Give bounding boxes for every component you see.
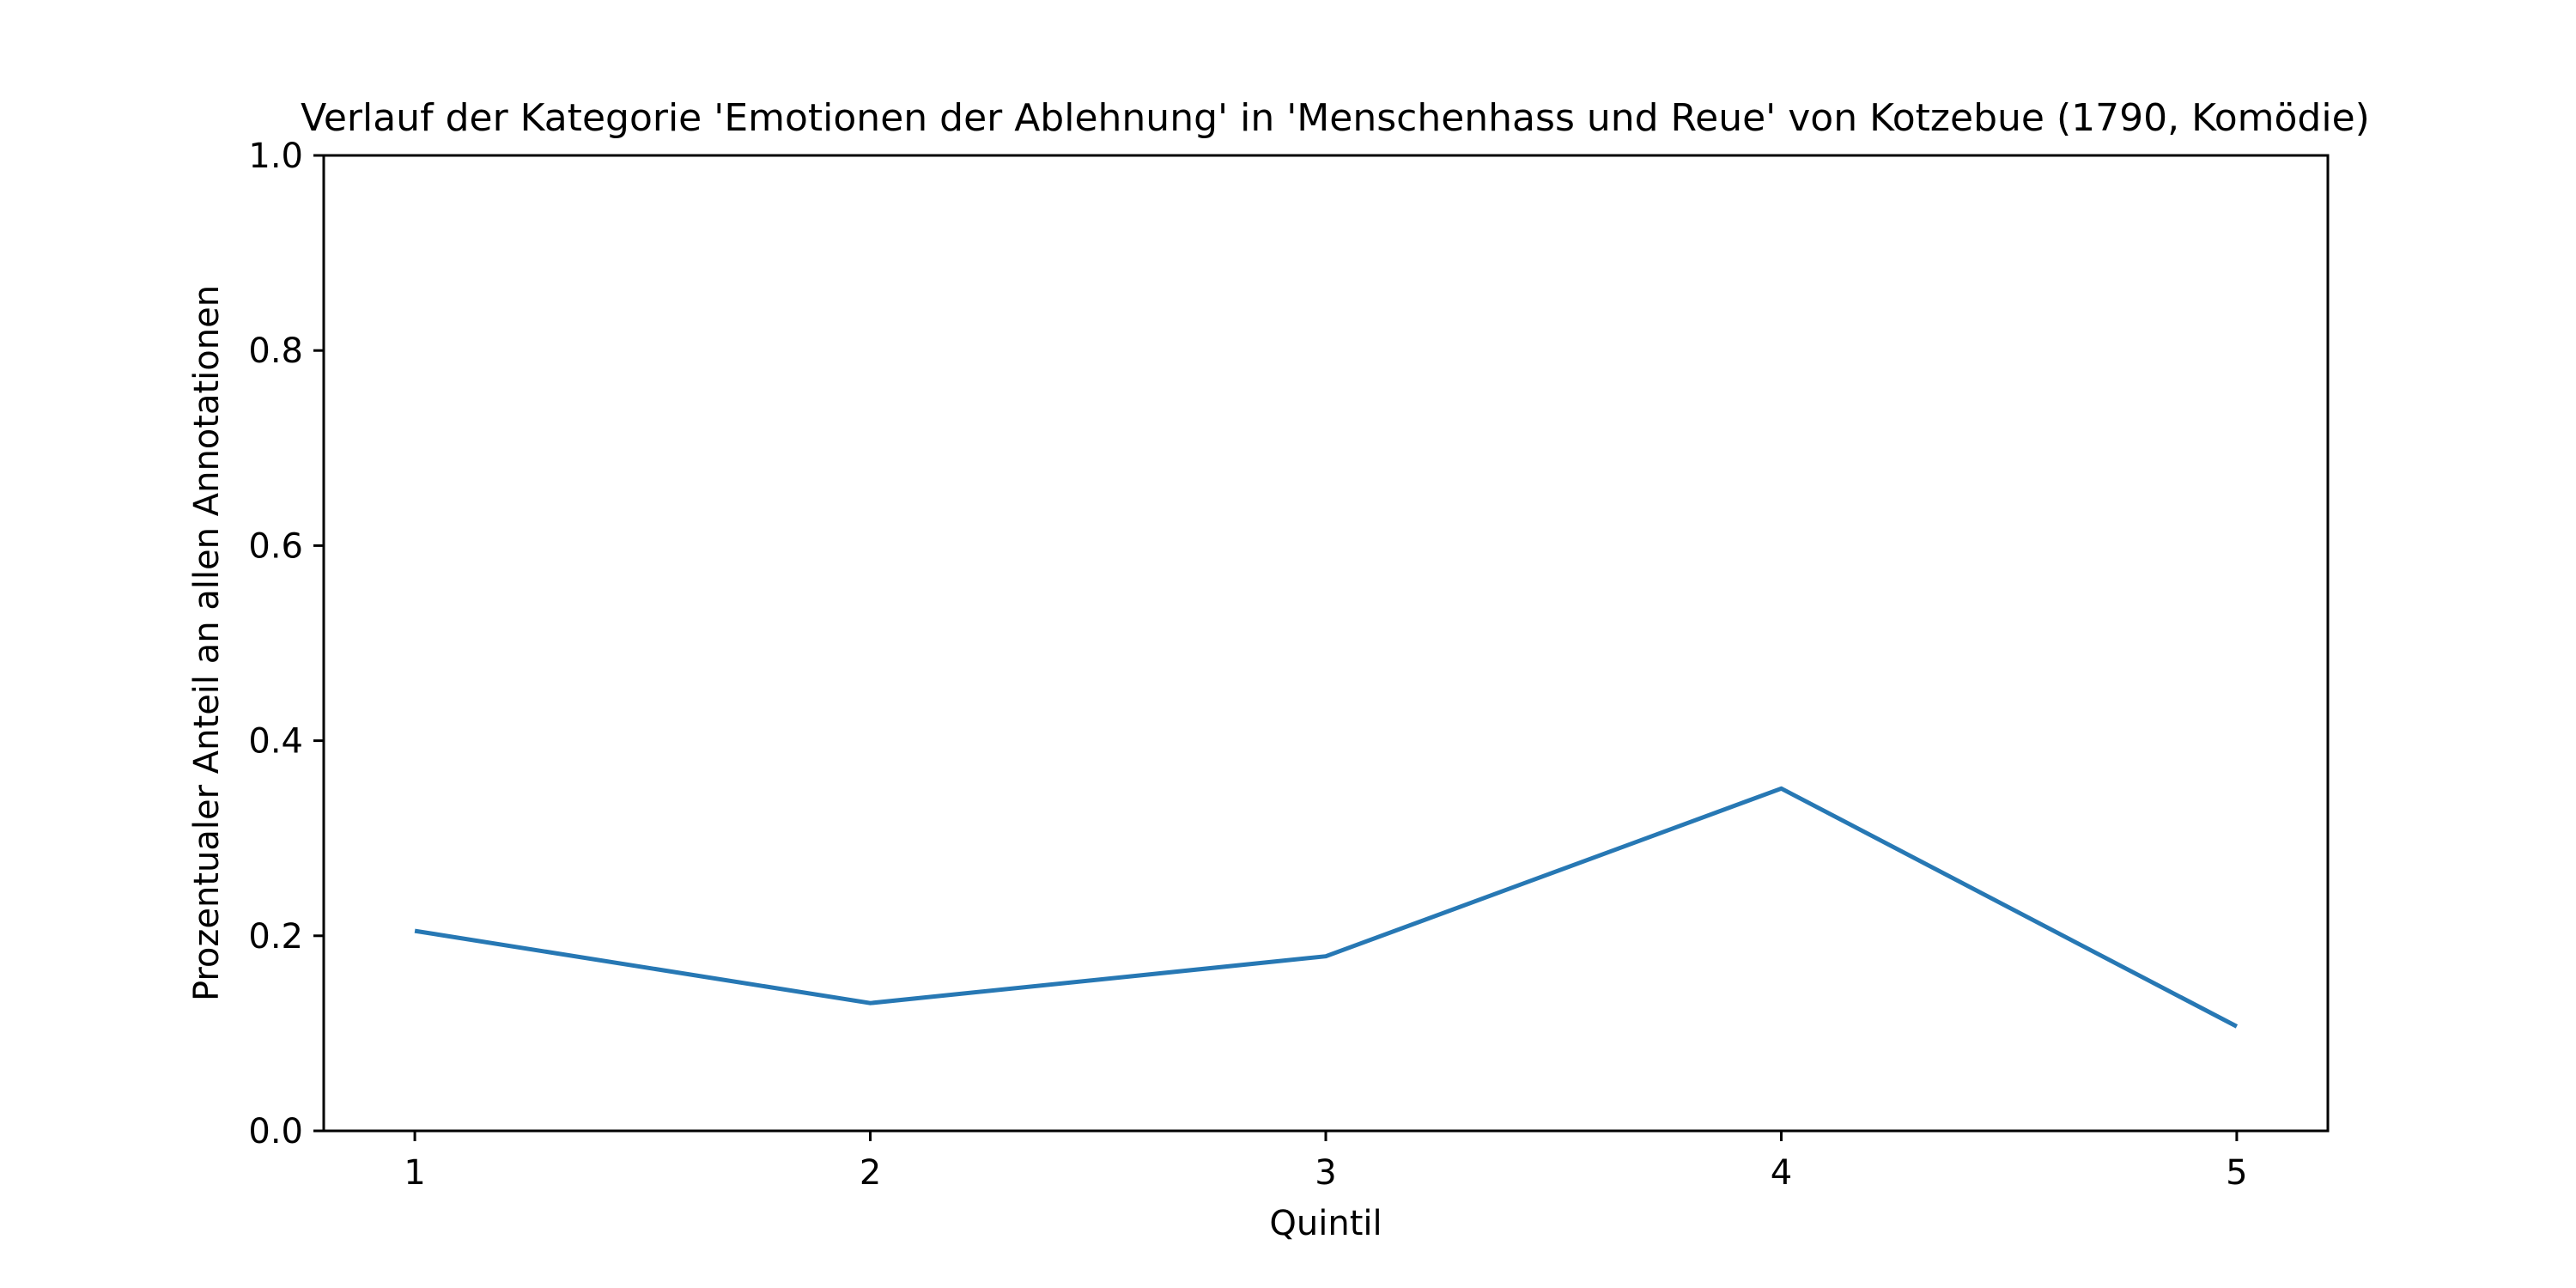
x-axis-ticks: 1 2 3 4 5 <box>404 1131 2248 1193</box>
x-tick-label: 1 <box>404 1153 425 1193</box>
chart-title: Verlauf der Kategorie 'Emotionen der Abl… <box>301 96 2370 140</box>
plot-frame <box>322 154 2330 1133</box>
x-tick-label: 5 <box>2226 1153 2247 1193</box>
y-tick-label: 0.4 <box>248 722 303 762</box>
y-tick-label: 0.2 <box>248 917 303 957</box>
x-axis-label: Quintil <box>1269 1204 1382 1243</box>
y-tick-label: 0.0 <box>248 1112 303 1151</box>
plot-area <box>322 154 2330 1133</box>
x-tick-label: 2 <box>860 1153 881 1193</box>
series-line <box>414 786 2239 1029</box>
series-layer <box>414 786 2239 1029</box>
y-tick-label: 1.0 <box>248 137 303 176</box>
y-tick-label: 0.6 <box>248 526 303 566</box>
y-axis-label: Prozentualer Anteil an allen Annotatione… <box>187 285 227 1001</box>
x-tick-label: 3 <box>1315 1153 1336 1193</box>
x-tick-label: 4 <box>1771 1153 1792 1193</box>
y-tick-label: 0.8 <box>248 331 303 371</box>
y-axis-ticks: 0.0 0.2 0.4 0.6 0.8 1.0 <box>248 137 324 1151</box>
